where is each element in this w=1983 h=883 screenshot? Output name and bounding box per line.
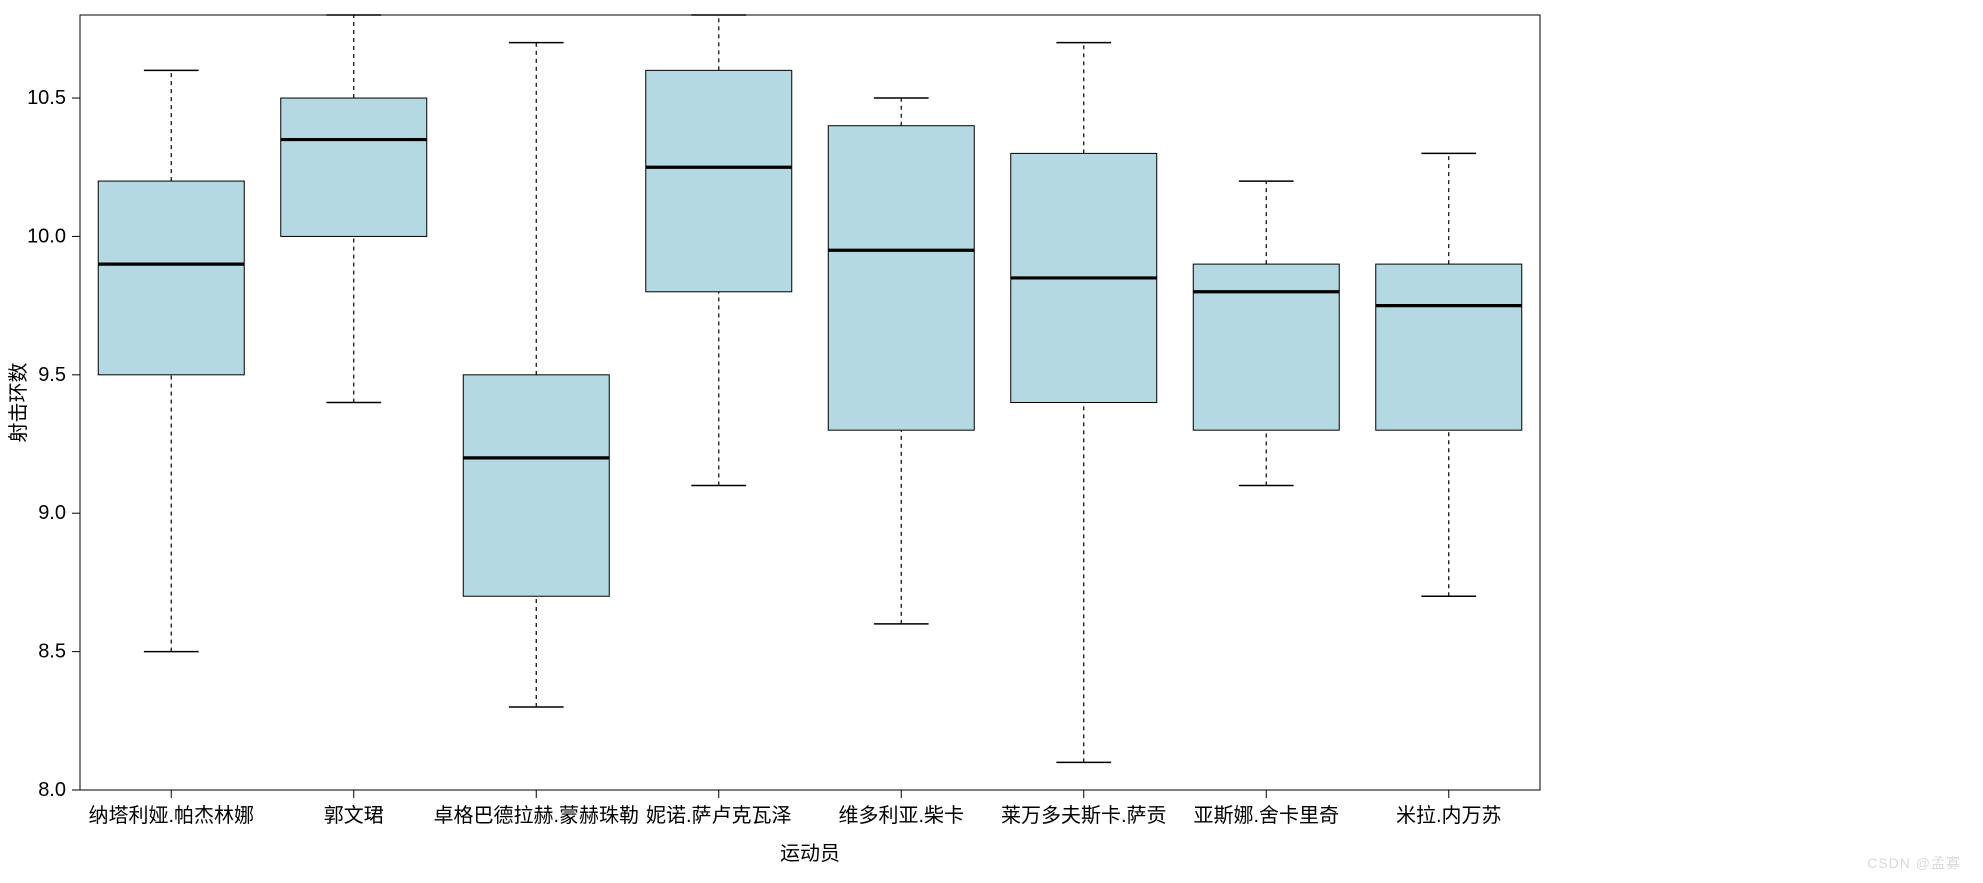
- x-tick-label: 妮诺.萨卢克瓦泽: [646, 804, 792, 827]
- box: [828, 126, 974, 430]
- watermark: CSDN @孟寡: [1867, 853, 1961, 873]
- x-tick-label: 纳塔利娅.帕杰林娜: [88, 804, 254, 827]
- y-axis-label: 射击环数: [7, 363, 30, 443]
- chart-svg: 8.0 8.5 9.0 9.5 10.0 10.5 射击环数纳塔利娅.帕杰林娜 郭文珺 卓格巴德…: [0, 0, 1983, 883]
- box: [463, 375, 609, 596]
- x-tick-label: 亚斯娜.舍卡里奇: [1193, 804, 1339, 827]
- x-tick-label: 郭文珺: [324, 804, 384, 827]
- box: [281, 98, 427, 236]
- box: [1193, 264, 1339, 430]
- x-tick-label: 米拉.内万苏: [1396, 804, 1502, 827]
- box: [1376, 264, 1522, 430]
- y-tick-label: 10.5: [27, 87, 66, 109]
- x-tick-label: 维多利亚.柴卡: [838, 804, 964, 827]
- y-tick-label: 8.5: [38, 641, 66, 663]
- x-axis-label: 运动员: [780, 842, 840, 865]
- y-tick-label: 8.0: [38, 779, 66, 801]
- boxplot-chart: 8.0 8.5 9.0 9.5 10.0 10.5 射击环数纳塔利娅.帕杰林娜 郭文珺 卓格巴德…: [0, 0, 1983, 883]
- y-tick-label: 10.0: [27, 225, 66, 247]
- box: [98, 181, 244, 375]
- x-tick-label: 卓格巴德拉赫.蒙赫珠勒: [433, 804, 639, 827]
- box: [646, 70, 792, 291]
- y-tick-label: 9.0: [38, 502, 66, 524]
- y-tick-label: 9.5: [38, 364, 66, 386]
- x-tick-label: 莱万多夫斯卡.萨贡: [1001, 804, 1167, 827]
